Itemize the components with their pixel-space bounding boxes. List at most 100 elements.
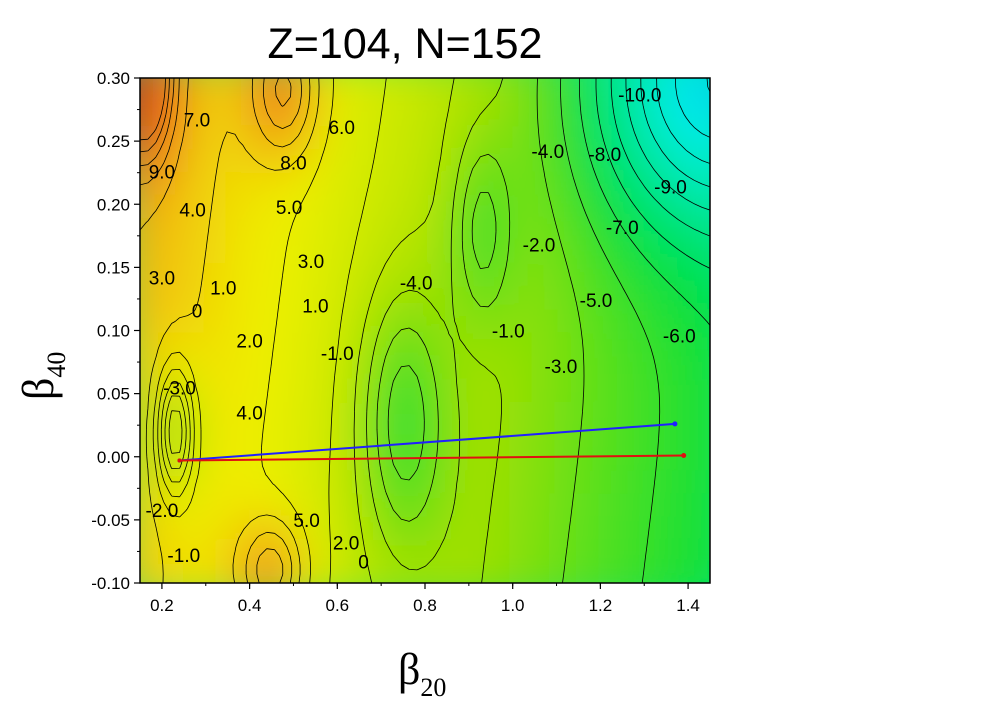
color-cell bbox=[140, 466, 142, 494]
color-cell bbox=[532, 259, 559, 287]
x-tick-label: 0.2 bbox=[150, 596, 174, 615]
color-cell bbox=[620, 374, 647, 402]
color-cell bbox=[423, 397, 449, 425]
color-cell bbox=[642, 121, 669, 149]
color-cell bbox=[313, 78, 340, 103]
color-cell bbox=[598, 374, 625, 402]
color-cell bbox=[379, 121, 406, 149]
color-cell bbox=[247, 144, 274, 172]
color-cell bbox=[291, 78, 318, 80]
chart-title: Z=104, N=152 bbox=[268, 20, 543, 68]
color-cell bbox=[159, 236, 186, 264]
color-cell bbox=[510, 282, 537, 310]
contour-label: 0 bbox=[358, 553, 369, 574]
color-cell bbox=[335, 535, 362, 563]
color-cell bbox=[181, 78, 208, 103]
color-cell bbox=[225, 466, 252, 494]
color-cell bbox=[466, 213, 493, 241]
color-cell bbox=[401, 78, 427, 80]
color-cell bbox=[291, 558, 318, 583]
color-cell bbox=[181, 374, 208, 402]
color-cell bbox=[708, 535, 710, 563]
color-cell bbox=[598, 144, 625, 172]
color-cell bbox=[532, 78, 559, 80]
y-tick-label: 0.00 bbox=[97, 448, 130, 467]
color-cell bbox=[225, 78, 252, 80]
color-cell bbox=[247, 420, 274, 448]
color-cell bbox=[225, 167, 252, 195]
color-cell bbox=[181, 535, 208, 563]
color-cell bbox=[335, 144, 362, 172]
color-cell bbox=[423, 466, 449, 494]
color-cell bbox=[379, 236, 406, 264]
color-cell bbox=[401, 190, 427, 218]
color-cell bbox=[708, 121, 710, 149]
color-cell bbox=[225, 328, 252, 356]
color-cell bbox=[598, 213, 625, 241]
color-cell bbox=[357, 397, 384, 425]
color-cell bbox=[291, 443, 318, 471]
color-cell bbox=[181, 259, 208, 287]
color-cell bbox=[247, 259, 274, 287]
color-cell bbox=[313, 144, 340, 172]
color-cell bbox=[444, 121, 471, 149]
color-cell bbox=[664, 99, 691, 126]
color-cell bbox=[247, 78, 274, 103]
color-cell bbox=[620, 236, 647, 264]
contour-label: -3.0 bbox=[163, 378, 196, 399]
color-cell bbox=[554, 259, 581, 287]
color-cell bbox=[686, 121, 710, 149]
color-cell bbox=[159, 144, 186, 172]
color-cell bbox=[247, 397, 274, 425]
color-cell bbox=[510, 213, 537, 241]
color-cell bbox=[291, 466, 318, 494]
color-cell bbox=[357, 121, 384, 149]
color-cell bbox=[159, 328, 186, 356]
color-cell bbox=[140, 259, 164, 287]
color-cell bbox=[247, 535, 274, 563]
color-cell bbox=[642, 558, 669, 583]
color-cell bbox=[181, 190, 208, 218]
color-cell bbox=[159, 512, 186, 540]
color-cell bbox=[159, 282, 186, 310]
color-cell bbox=[664, 512, 691, 540]
color-cell bbox=[159, 305, 186, 333]
color-cell bbox=[466, 121, 493, 149]
color-cell bbox=[269, 167, 296, 195]
color-cell bbox=[642, 328, 669, 356]
color-cell bbox=[554, 144, 581, 172]
path-end-marker bbox=[681, 452, 687, 458]
color-cell bbox=[291, 144, 318, 172]
contour-label: 6.0 bbox=[328, 118, 354, 139]
color-cell bbox=[225, 121, 252, 149]
color-cell bbox=[664, 78, 691, 80]
color-cell bbox=[357, 213, 384, 241]
x-tick-label: 1.2 bbox=[589, 596, 613, 615]
color-cell bbox=[313, 420, 340, 448]
color-cell bbox=[335, 282, 362, 310]
color-cell bbox=[488, 121, 515, 149]
color-cell bbox=[444, 466, 471, 494]
color-cell bbox=[159, 190, 186, 218]
color-cell bbox=[313, 121, 340, 149]
color-cell bbox=[140, 78, 164, 103]
color-cell bbox=[488, 558, 515, 583]
color-cell bbox=[532, 144, 559, 172]
color-cell bbox=[379, 466, 406, 494]
color-cell bbox=[664, 213, 691, 241]
contour-label: 3.0 bbox=[298, 252, 324, 273]
color-cell bbox=[291, 328, 318, 356]
color-cell bbox=[140, 236, 164, 264]
contour-label: 2.0 bbox=[333, 534, 359, 555]
color-cell bbox=[379, 144, 406, 172]
color-cell bbox=[401, 78, 427, 103]
color-cell bbox=[466, 397, 493, 425]
color-cell bbox=[620, 305, 647, 333]
color-cell bbox=[708, 420, 710, 448]
color-cell bbox=[313, 512, 340, 540]
color-cell bbox=[379, 99, 406, 126]
color-cell bbox=[510, 78, 537, 80]
color-cell bbox=[203, 236, 230, 264]
y-axis-label: β40 bbox=[14, 352, 71, 400]
color-cell bbox=[554, 121, 581, 149]
